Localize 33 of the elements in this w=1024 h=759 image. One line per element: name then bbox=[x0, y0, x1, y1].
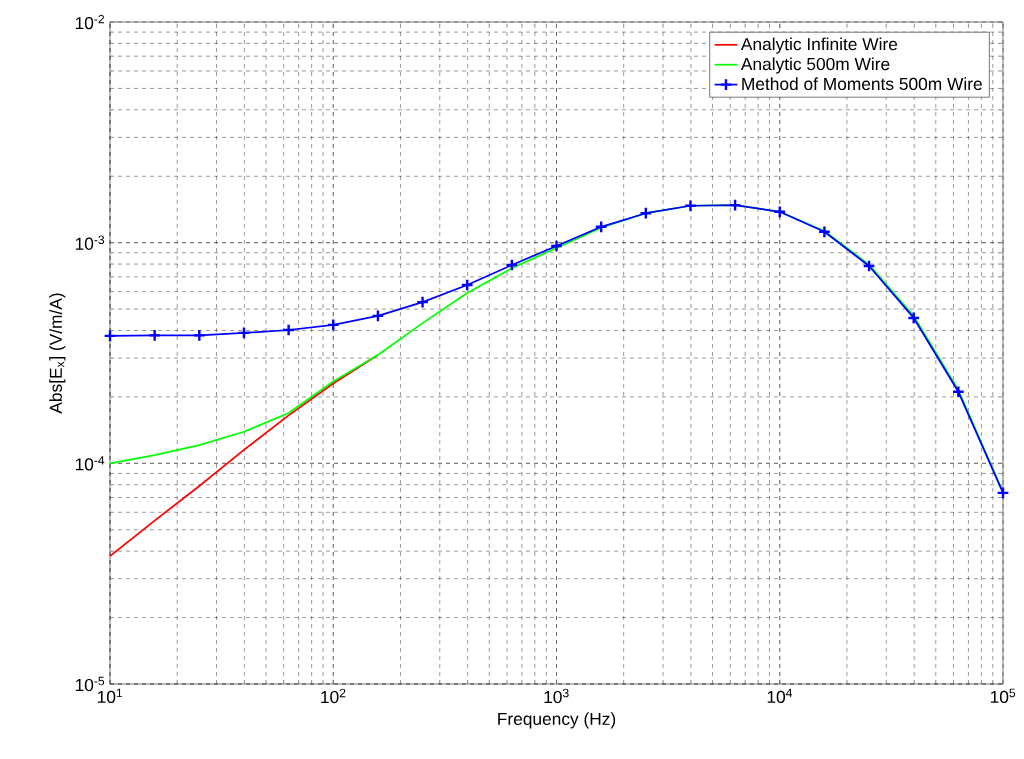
point bbox=[683, 199, 697, 213]
point bbox=[192, 328, 206, 342]
point bbox=[862, 259, 876, 273]
point bbox=[103, 329, 117, 343]
point bbox=[148, 328, 162, 342]
x-axis-title: Frequency (Hz) bbox=[498, 712, 616, 729]
point bbox=[505, 258, 519, 272]
point bbox=[326, 318, 340, 332]
point bbox=[416, 295, 430, 309]
point bbox=[951, 385, 965, 399]
point bbox=[237, 326, 251, 340]
point bbox=[728, 198, 742, 212]
point bbox=[549, 239, 564, 253]
x-tick-label: 10$^{5}$ bbox=[990, 688, 1016, 704]
point bbox=[594, 220, 608, 234]
legend-label: Method of Moments 500m Wire bbox=[742, 77, 982, 91]
point bbox=[996, 486, 1010, 500]
x-tick-label: 10$^{3}$ bbox=[544, 688, 569, 704]
point bbox=[371, 309, 385, 323]
point bbox=[639, 206, 653, 220]
x-tick-label: 10$^{2}$ bbox=[321, 688, 346, 704]
point bbox=[817, 225, 831, 239]
x-tick-label: 10$^{4}$ bbox=[767, 688, 793, 704]
y-axis-title: Abs[E$_{x}$] (V/m/A) bbox=[49, 293, 66, 414]
point bbox=[907, 311, 921, 325]
point bbox=[460, 278, 474, 292]
y-tick-label: 10$^{-3}$ bbox=[75, 235, 105, 250]
y-tick-label: 10$^{-4}$ bbox=[75, 456, 105, 471]
legend-label: Analytic Infinite Wire bbox=[740, 37, 898, 54]
y-tick-label: 10$^{-2}$ bbox=[75, 14, 105, 30]
point bbox=[282, 323, 296, 337]
legend-label: Analytic 500m Wire bbox=[740, 57, 890, 74]
point bbox=[773, 205, 787, 219]
